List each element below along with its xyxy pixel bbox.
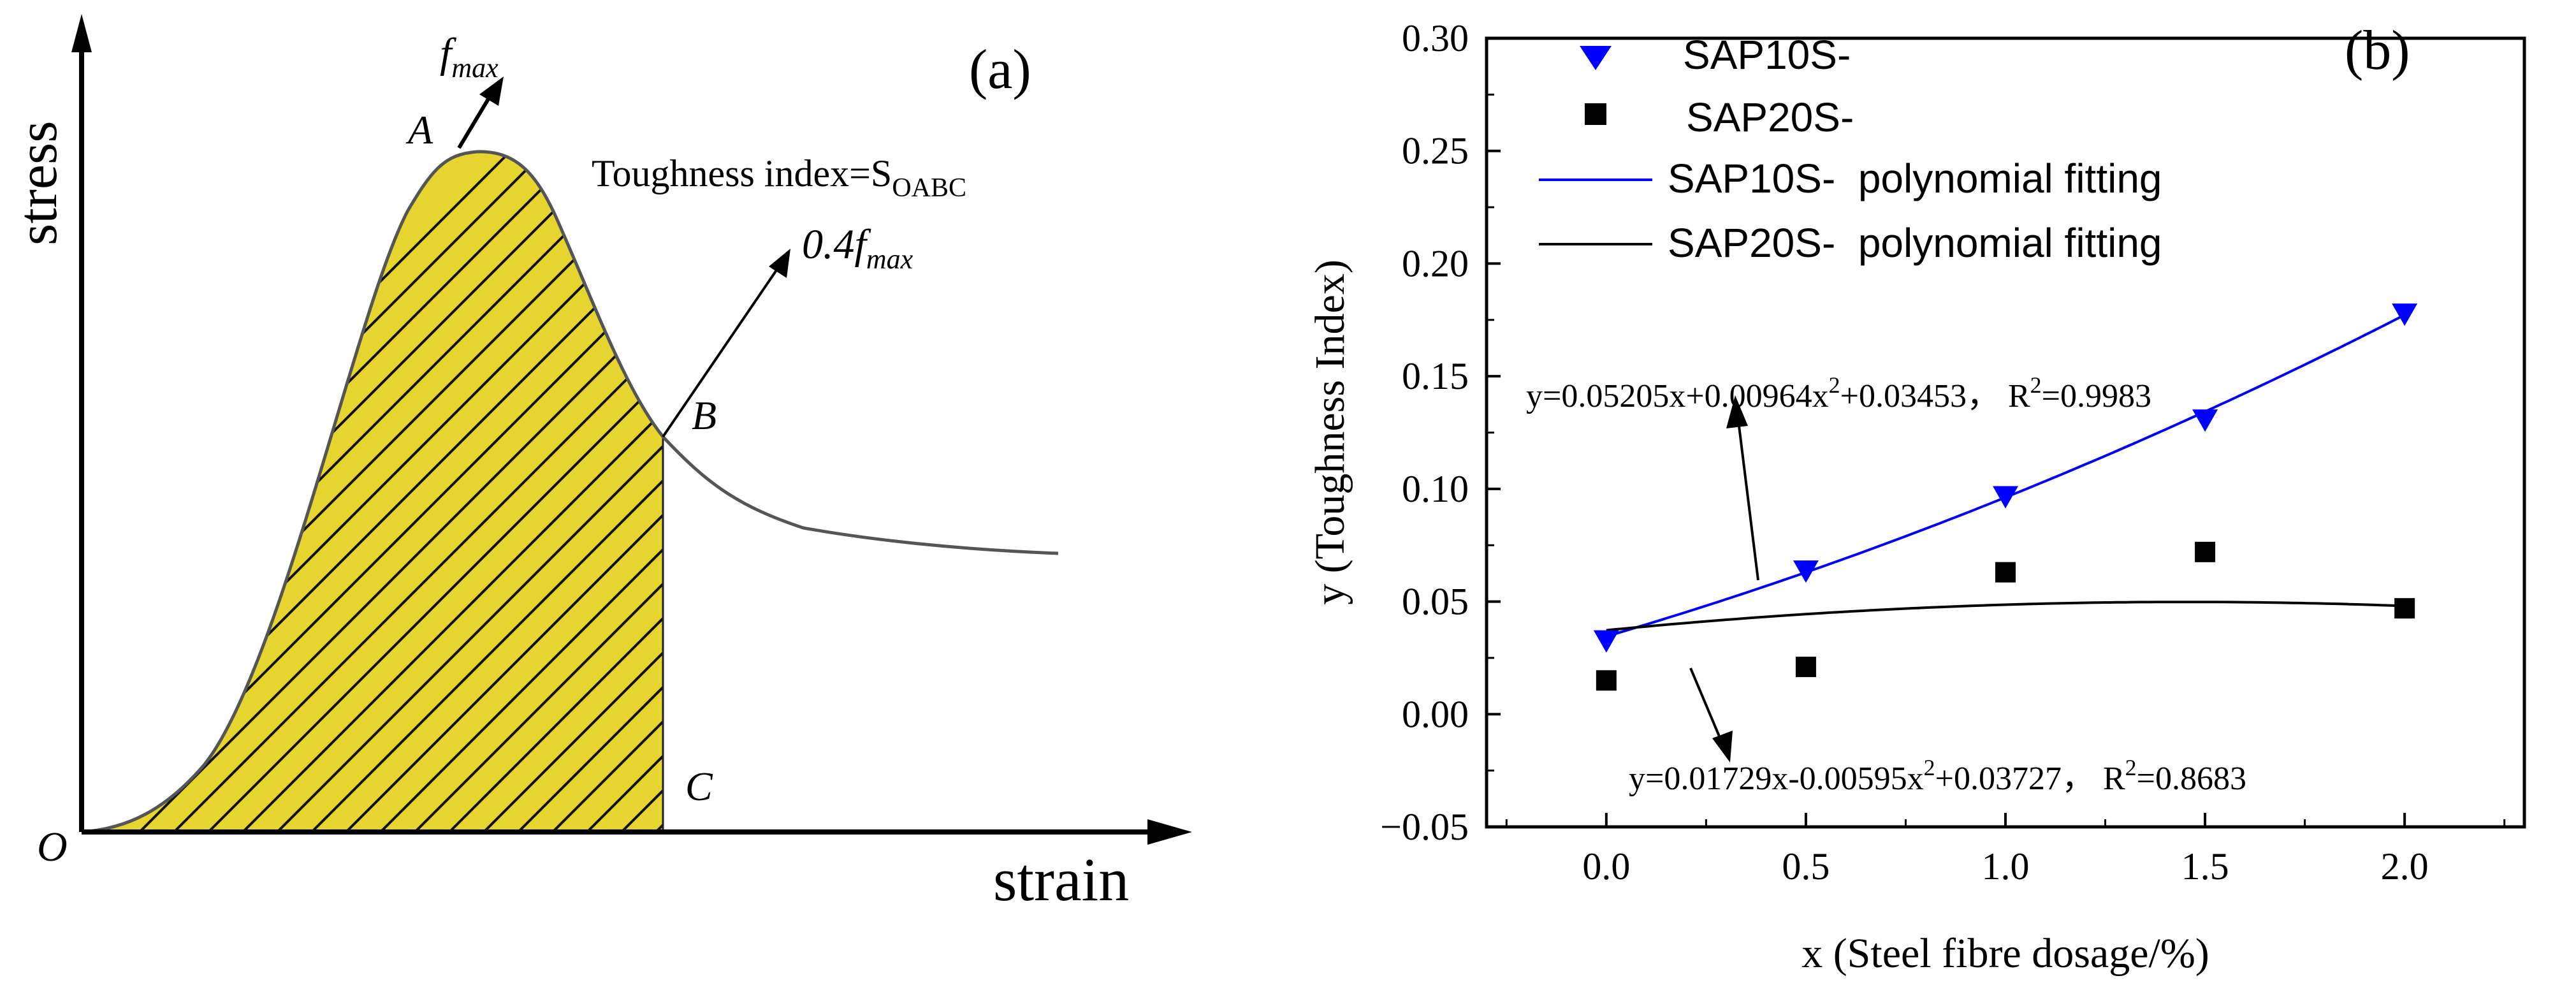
strain-axis-arrow (1147, 819, 1192, 845)
marker-sap10s (2192, 409, 2218, 432)
marker-sap20s (1795, 657, 1816, 678)
panel-a-label: (a) (969, 39, 1031, 101)
hatch-line (307, 151, 663, 833)
y-tick-label: 0.20 (1402, 242, 1469, 284)
y-tick-label: 0.00 (1402, 693, 1469, 735)
marker-sap10s (1993, 486, 2018, 509)
marker-sap20s (1596, 670, 1617, 691)
equation-sap20s-arrowhead (1712, 731, 1733, 762)
fmax-arrow (457, 96, 491, 149)
x-tick-label: 0.5 (1782, 845, 1830, 887)
axis-ticks: −0.05 0.00 0.05 0.10 0.15 0.20 0.25 0.30 0.0 0.5 1… (1380, 17, 2506, 887)
panel-b-label: (b) (2345, 20, 2410, 82)
toughness-area (82, 151, 663, 833)
point-c-label: C (685, 764, 713, 809)
fit-curve-sap10s (1606, 314, 2406, 638)
panel-a: (a) stress strain O A B C fmax Toughness… (7, 14, 1762, 914)
y-tick-label: 0.05 (1402, 581, 1469, 623)
marker-sap20s (1995, 562, 2016, 583)
y-tick-label: 0.15 (1402, 355, 1469, 397)
y-tick-label: 0.25 (1402, 130, 1469, 172)
y-axis-title: y (Toughness Index) (1307, 259, 1353, 605)
equation-sap20s-arrow (1689, 667, 1722, 741)
legend-sap10s-fit-label: SAP10S- polynomial fitting (1668, 156, 2162, 201)
fit-curve-sap20s (1606, 601, 2405, 632)
hatch-line (445, 151, 663, 833)
equation-sap10s-arrowhead (1726, 395, 1748, 428)
data-markers (1593, 303, 2418, 691)
equation-sap20s: y=0.01729x-0.00595x2+0.03727， R2=0.8683 (1629, 755, 2246, 797)
fmax-label: fmax (440, 30, 498, 84)
marker-sap10s (1793, 560, 1819, 583)
x-tick-label: 2.0 (2381, 845, 2429, 887)
hatch-line (514, 151, 663, 833)
point-b-label: B (692, 393, 717, 438)
point-a-label: A (405, 107, 433, 152)
marker-sap10s (1593, 630, 1619, 653)
x-tick-label: 1.0 (1982, 845, 2030, 887)
fmax-arrowhead (479, 77, 504, 106)
toughness-index-annotation: Toughness index=SOABC (592, 152, 966, 203)
b-arrow (662, 265, 780, 438)
equation-sap10s: y=0.05205x+0.00964x2+0.03453， R2=0.9983 (1526, 372, 2151, 414)
legend-sap20s-label: SAP20S- (1686, 94, 1854, 140)
hatch-line (170, 151, 663, 833)
stress-axis-label: stress (7, 120, 69, 245)
hatch-line (273, 151, 663, 833)
stress-strain-curve (81, 150, 1059, 834)
hatch-line (997, 70, 1762, 835)
panel-b: −0.05 0.00 0.05 0.10 0.15 0.20 0.25 0.30 0.0 0.5 1… (1307, 17, 2526, 977)
hatch-line (204, 151, 663, 833)
stress-axis-arrow (71, 14, 92, 52)
x-tick-label: 0.0 (1582, 845, 1630, 887)
hatch-line (479, 151, 663, 833)
hatch-line (376, 151, 663, 833)
origin-label: O (37, 824, 68, 870)
hatch-line (342, 151, 663, 833)
legend-sap20s-marker (1585, 103, 1606, 125)
legend-sap20s-fit-label: SAP20S- polynomial fitting (1668, 220, 2162, 266)
legend: SAP10S- SAP20S- SAP10S- polynomial fitti… (1539, 32, 2162, 266)
b-arrowhead (769, 249, 790, 278)
marker-sap10s (2392, 303, 2418, 326)
y-tick-label: 0.30 (1402, 17, 1469, 59)
marker-sap20s (2394, 598, 2415, 619)
fit-curves (1606, 314, 2406, 638)
marker-sap20s (2195, 541, 2216, 562)
x-tick-label: 1.5 (2181, 845, 2229, 887)
equation-sap10s-arrow (1737, 420, 1759, 581)
hatch-line (135, 151, 663, 833)
y-tick-label: 0.10 (1402, 468, 1469, 510)
hatch-line (238, 151, 663, 833)
point-four-fmax-label: 0.4fmax (802, 221, 913, 275)
x-axis-title: x (Steel fibre dosage/%) (1801, 930, 2209, 977)
legend-sap10s-marker (1580, 46, 1612, 70)
hatch-line (894, 70, 1659, 835)
hatch-line (411, 151, 663, 833)
strain-axis-label: strain (993, 845, 1129, 914)
y-tick-label: −0.05 (1380, 806, 1469, 848)
hatch-line (859, 70, 1624, 835)
legend-sap10s-label: SAP10S- (1683, 32, 1851, 78)
